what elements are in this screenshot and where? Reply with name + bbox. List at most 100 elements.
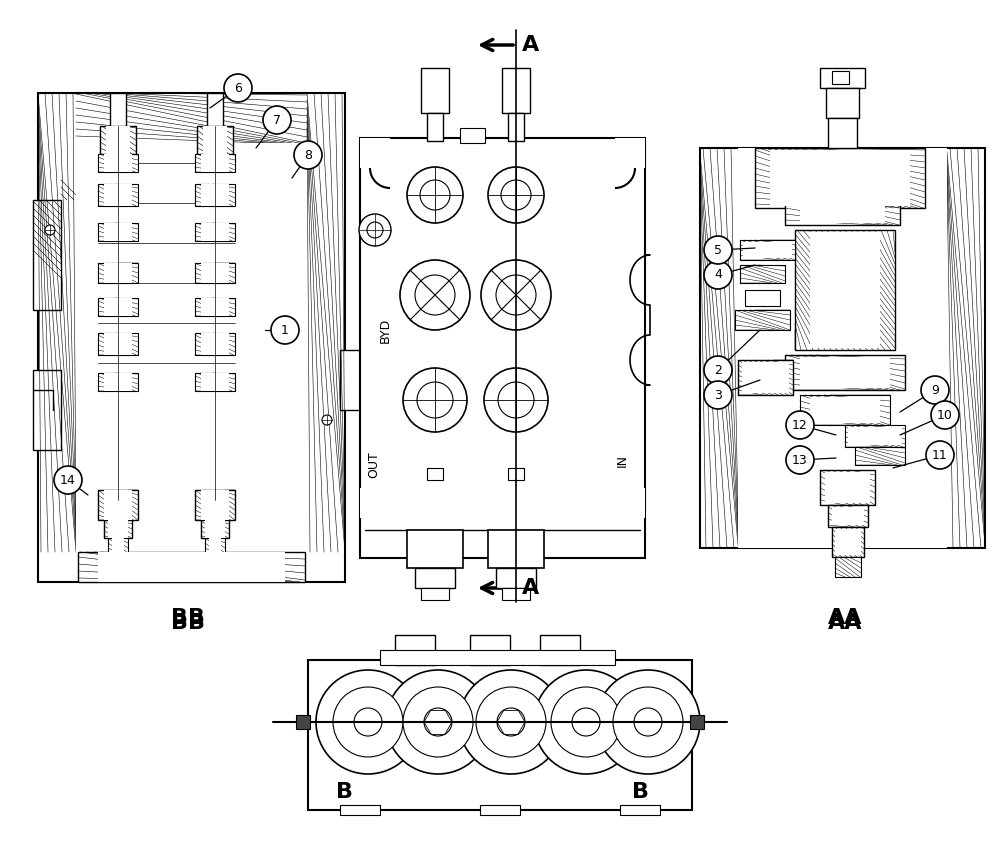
Circle shape xyxy=(386,670,490,774)
Circle shape xyxy=(316,670,420,774)
Bar xyxy=(832,527,864,557)
Bar xyxy=(743,242,792,258)
Bar xyxy=(98,490,138,520)
Text: B: B xyxy=(632,782,648,802)
Bar xyxy=(700,148,985,548)
Bar xyxy=(201,490,229,520)
Bar xyxy=(745,290,780,306)
Bar xyxy=(98,333,138,355)
Circle shape xyxy=(704,236,732,264)
Bar xyxy=(104,520,132,538)
Bar xyxy=(800,395,890,425)
Circle shape xyxy=(596,670,700,774)
Bar xyxy=(98,184,138,206)
Bar xyxy=(209,553,221,578)
Text: AA: AA xyxy=(828,613,862,633)
Bar xyxy=(832,507,864,525)
Bar xyxy=(195,223,235,241)
Circle shape xyxy=(417,382,453,418)
Circle shape xyxy=(926,441,954,469)
Bar xyxy=(340,805,380,815)
Bar xyxy=(828,505,868,527)
Bar xyxy=(427,113,443,141)
Bar xyxy=(738,360,793,395)
Circle shape xyxy=(54,466,82,494)
Text: 10: 10 xyxy=(937,408,953,421)
Circle shape xyxy=(424,708,452,736)
Circle shape xyxy=(497,708,525,736)
Bar xyxy=(98,298,138,316)
Circle shape xyxy=(333,687,403,757)
Circle shape xyxy=(359,214,391,246)
Bar xyxy=(201,298,229,316)
Circle shape xyxy=(704,261,732,289)
Circle shape xyxy=(484,368,548,432)
Circle shape xyxy=(294,141,322,169)
Bar xyxy=(508,468,524,480)
Bar xyxy=(112,538,124,553)
Bar xyxy=(502,68,530,113)
Bar xyxy=(825,472,870,503)
Circle shape xyxy=(704,356,732,384)
Text: 6: 6 xyxy=(234,81,242,94)
Circle shape xyxy=(354,708,382,736)
Bar xyxy=(104,373,132,391)
Circle shape xyxy=(496,275,536,315)
Text: AA: AA xyxy=(828,608,862,628)
Bar xyxy=(195,154,235,172)
Circle shape xyxy=(488,167,544,223)
Bar xyxy=(98,263,138,283)
Bar xyxy=(810,232,880,348)
Bar xyxy=(615,138,645,168)
Bar xyxy=(104,223,132,241)
Bar xyxy=(845,425,905,447)
Bar xyxy=(201,263,229,283)
Circle shape xyxy=(367,222,383,238)
Bar xyxy=(33,370,61,450)
Bar xyxy=(340,350,360,410)
Text: BB: BB xyxy=(171,613,205,633)
Circle shape xyxy=(322,415,332,425)
Bar xyxy=(460,128,485,143)
Text: A: A xyxy=(522,578,539,598)
Bar xyxy=(195,263,235,283)
Text: 4: 4 xyxy=(714,269,722,282)
Bar xyxy=(810,397,880,423)
Circle shape xyxy=(534,670,638,774)
Bar xyxy=(848,427,902,445)
Bar xyxy=(108,520,128,538)
Text: 1: 1 xyxy=(281,324,289,336)
Bar xyxy=(308,660,692,810)
Bar xyxy=(98,154,138,172)
Circle shape xyxy=(572,708,600,736)
Text: B: B xyxy=(336,782,354,802)
Bar xyxy=(620,805,660,815)
Bar xyxy=(755,148,925,208)
Bar xyxy=(104,154,132,172)
Bar xyxy=(488,530,544,568)
Text: IN: IN xyxy=(616,454,629,467)
Bar xyxy=(540,635,580,665)
Bar xyxy=(201,373,229,391)
Bar xyxy=(195,490,235,520)
Bar xyxy=(740,240,795,260)
Bar xyxy=(835,529,861,555)
Circle shape xyxy=(403,687,473,757)
Circle shape xyxy=(45,225,55,235)
Text: A: A xyxy=(522,35,539,55)
Circle shape xyxy=(271,316,299,344)
Text: 8: 8 xyxy=(304,148,312,162)
Text: 2: 2 xyxy=(714,364,722,377)
Bar xyxy=(735,310,790,330)
Bar xyxy=(360,138,390,168)
Circle shape xyxy=(400,260,470,330)
Bar xyxy=(835,557,861,577)
Circle shape xyxy=(551,687,621,757)
Bar xyxy=(201,333,229,355)
Bar xyxy=(98,373,138,391)
Bar xyxy=(197,126,233,154)
Bar xyxy=(296,715,310,729)
Text: 12: 12 xyxy=(792,419,808,431)
Circle shape xyxy=(415,275,455,315)
Bar xyxy=(38,93,345,582)
